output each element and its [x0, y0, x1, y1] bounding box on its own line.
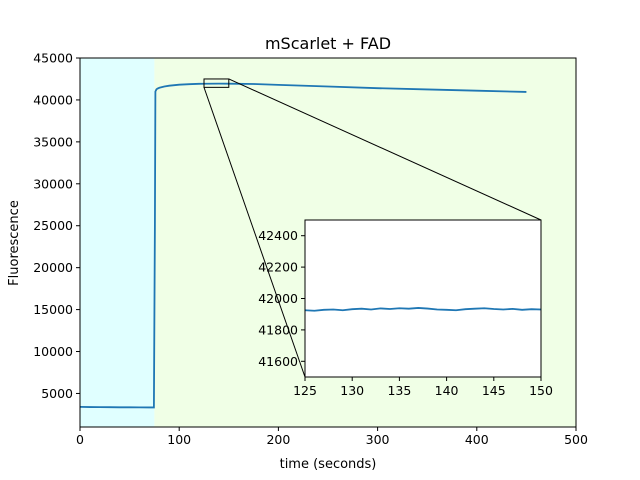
x-tick-label: 100	[167, 432, 191, 447]
inset-plot-background	[305, 220, 541, 377]
y-tick-label: 40000	[33, 92, 73, 107]
inset-x-tick-label: 125	[293, 383, 317, 398]
zoom-region-box	[203, 78, 230, 88]
inset-y-tick-label: 41600	[258, 354, 298, 369]
inset-x-tick-label: 140	[435, 383, 459, 398]
y-tick-label: 15000	[33, 302, 73, 317]
y-tick-label: 5000	[41, 386, 73, 401]
inset-x-tick-label: 130	[340, 383, 364, 398]
background-region-0	[80, 58, 155, 427]
zoom-indicator	[203, 78, 542, 378]
inset-y-tick-label: 42000	[258, 291, 298, 306]
y-tick-label: 25000	[33, 218, 73, 233]
inset-y-tick-label: 41800	[258, 322, 298, 337]
y-tick-label: 10000	[33, 344, 73, 359]
inset-x-tick-label: 145	[482, 383, 506, 398]
x-tick-label: 300	[366, 432, 390, 447]
zoom-connector-line	[228, 78, 542, 221]
inset-x-tick-label: 150	[529, 383, 553, 398]
x-axis-label: time (seconds)	[280, 457, 377, 472]
y-axis-label: Fluorescence	[7, 200, 22, 286]
main-plot-frame	[79, 57, 577, 428]
inset-chart: 125 130 135 140 145 150 41600 41800 42000 42200 4…	[258, 219, 553, 398]
chart-title: mScarlet + FAD	[265, 34, 391, 53]
inset-x-tick-label: 135	[387, 383, 411, 398]
x-tick-label: 500	[564, 432, 588, 447]
y-tick-label: 35000	[33, 134, 73, 149]
inset-y-tick-label: 42400	[258, 228, 298, 243]
x-tick-label: 400	[465, 432, 489, 447]
y-tick-label: 30000	[33, 176, 73, 191]
y-tick-label: 20000	[33, 260, 73, 275]
zoom-connector-line	[203, 87, 306, 378]
inset-series-line	[304, 307, 542, 312]
x-tick-label: 200	[266, 432, 290, 447]
inset-y-tick-label: 42200	[258, 260, 298, 275]
y-tick-label: 45000	[33, 51, 73, 66]
fluorescence-series-line	[79, 82, 527, 409]
x-tick-label: 0	[76, 432, 84, 447]
